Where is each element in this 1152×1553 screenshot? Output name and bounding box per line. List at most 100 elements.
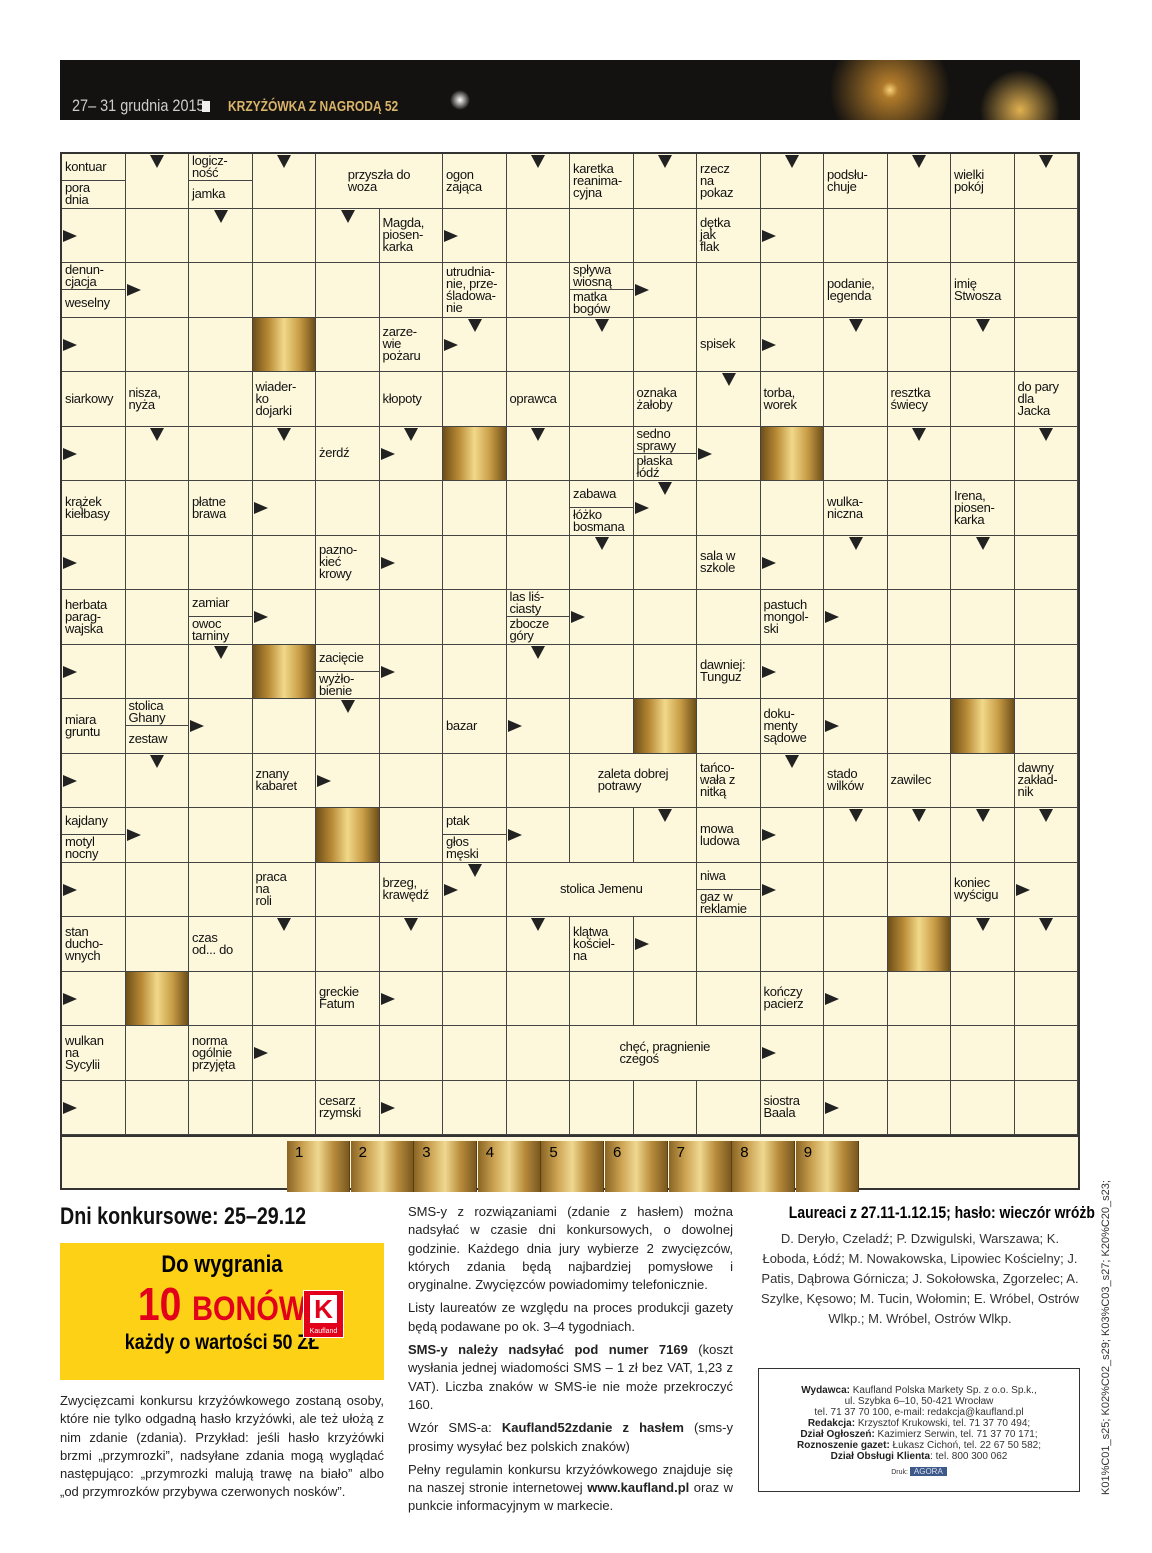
grid-cell[interactable]	[760, 1026, 824, 1081]
grid-cell[interactable]	[1014, 808, 1078, 863]
grid-cell[interactable]	[506, 699, 570, 754]
grid-cell[interactable]	[125, 1026, 189, 1081]
grid-cell[interactable]	[125, 917, 189, 972]
grid-cell[interactable]	[379, 590, 443, 645]
grid-cell[interactable]	[443, 862, 507, 917]
grid-cell[interactable]	[824, 971, 888, 1026]
grid-cell[interactable]	[633, 535, 697, 590]
grid-cell[interactable]	[125, 154, 189, 209]
grid-cell[interactable]	[379, 426, 443, 481]
grid-cell[interactable]	[633, 481, 697, 536]
grid-cell[interactable]	[62, 862, 126, 917]
grid-cell[interactable]	[760, 917, 824, 972]
grid-cell[interactable]	[570, 535, 634, 590]
grid-cell[interactable]	[951, 317, 1015, 372]
grid-cell[interactable]	[189, 208, 253, 263]
grid-cell[interactable]	[443, 1080, 507, 1135]
grid-cell[interactable]	[951, 917, 1015, 972]
grid-cell[interactable]	[697, 971, 761, 1026]
grid-cell[interactable]	[887, 971, 951, 1026]
grid-cell[interactable]	[125, 590, 189, 645]
grid-cell[interactable]	[633, 971, 697, 1026]
grid-cell[interactable]	[760, 644, 824, 699]
grid-cell[interactable]	[252, 917, 316, 972]
grid-cell[interactable]	[887, 699, 951, 754]
grid-cell[interactable]	[379, 917, 443, 972]
grid-cell[interactable]	[760, 154, 824, 209]
grid-cell[interactable]	[1014, 699, 1078, 754]
grid-cell[interactable]	[887, 208, 951, 263]
grid-cell[interactable]	[316, 1026, 380, 1081]
grid-cell[interactable]	[697, 590, 761, 645]
grid-cell[interactable]	[316, 862, 380, 917]
grid-cell[interactable]	[62, 208, 126, 263]
grid-cell[interactable]	[1014, 481, 1078, 536]
grid-cell[interactable]	[252, 208, 316, 263]
grid-cell[interactable]	[252, 1080, 316, 1135]
grid-cell[interactable]	[506, 753, 570, 808]
grid-cell[interactable]	[316, 917, 380, 972]
grid-cell[interactable]	[506, 208, 570, 263]
grid-cell[interactable]	[189, 535, 253, 590]
grid-cell[interactable]	[824, 1026, 888, 1081]
grid-cell[interactable]	[570, 426, 634, 481]
grid-cell[interactable]	[1014, 590, 1078, 645]
grid-cell[interactable]	[951, 590, 1015, 645]
grid-cell[interactable]	[62, 1080, 126, 1135]
solution-cell[interactable]: 3	[414, 1141, 478, 1192]
grid-cell[interactable]	[62, 317, 126, 372]
grid-cell[interactable]	[570, 208, 634, 263]
grid-cell[interactable]	[125, 1080, 189, 1135]
grid-cell[interactable]	[887, 426, 951, 481]
grid-cell[interactable]	[633, 644, 697, 699]
grid-cell[interactable]	[443, 971, 507, 1026]
grid-cell[interactable]	[252, 1026, 316, 1081]
solution-cell[interactable]: 1	[287, 1141, 350, 1192]
grid-cell[interactable]	[506, 808, 570, 863]
grid-cell[interactable]	[824, 426, 888, 481]
grid-cell[interactable]	[189, 753, 253, 808]
grid-cell[interactable]	[379, 1026, 443, 1081]
grid-cell[interactable]	[62, 644, 126, 699]
solution-cell[interactable]: 7	[668, 1141, 732, 1192]
grid-cell[interactable]	[1014, 1026, 1078, 1081]
grid-cell[interactable]	[125, 481, 189, 536]
grid-cell[interactable]	[824, 590, 888, 645]
grid-cell[interactable]	[951, 808, 1015, 863]
grid-cell[interactable]	[570, 590, 634, 645]
grid-cell[interactable]	[189, 426, 253, 481]
grid-cell[interactable]	[760, 481, 824, 536]
grid-cell[interactable]	[1014, 208, 1078, 263]
solution-cell[interactable]: 8	[732, 1141, 796, 1192]
grid-cell[interactable]	[633, 1080, 697, 1135]
grid-cell[interactable]	[506, 535, 570, 590]
grid-cell[interactable]	[697, 1080, 761, 1135]
grid-cell[interactable]	[189, 263, 253, 318]
grid-cell[interactable]	[316, 699, 380, 754]
grid-cell[interactable]	[316, 263, 380, 318]
grid-cell[interactable]	[506, 1080, 570, 1135]
website-link[interactable]: www.kaufland.pl	[587, 1480, 690, 1496]
grid-cell[interactable]	[633, 917, 697, 972]
grid-cell[interactable]	[379, 971, 443, 1026]
grid-cell[interactable]	[570, 808, 634, 863]
grid-cell[interactable]	[824, 535, 888, 590]
grid-cell[interactable]	[316, 208, 380, 263]
grid-cell[interactable]	[506, 154, 570, 209]
grid-cell[interactable]	[316, 753, 380, 808]
grid-cell[interactable]	[252, 590, 316, 645]
grid-cell[interactable]	[697, 917, 761, 972]
grid-cell[interactable]	[443, 590, 507, 645]
grid-cell[interactable]	[252, 154, 316, 209]
grid-cell[interactable]	[252, 971, 316, 1026]
grid-cell[interactable]	[189, 644, 253, 699]
grid-cell[interactable]	[570, 372, 634, 427]
grid-cell[interactable]	[125, 426, 189, 481]
grid-cell[interactable]	[62, 753, 126, 808]
grid-cell[interactable]	[506, 971, 570, 1026]
grid-cell[interactable]	[506, 917, 570, 972]
grid-cell[interactable]	[506, 426, 570, 481]
grid-cell[interactable]	[570, 1080, 634, 1135]
grid-cell[interactable]	[443, 753, 507, 808]
grid-cell[interactable]	[443, 481, 507, 536]
